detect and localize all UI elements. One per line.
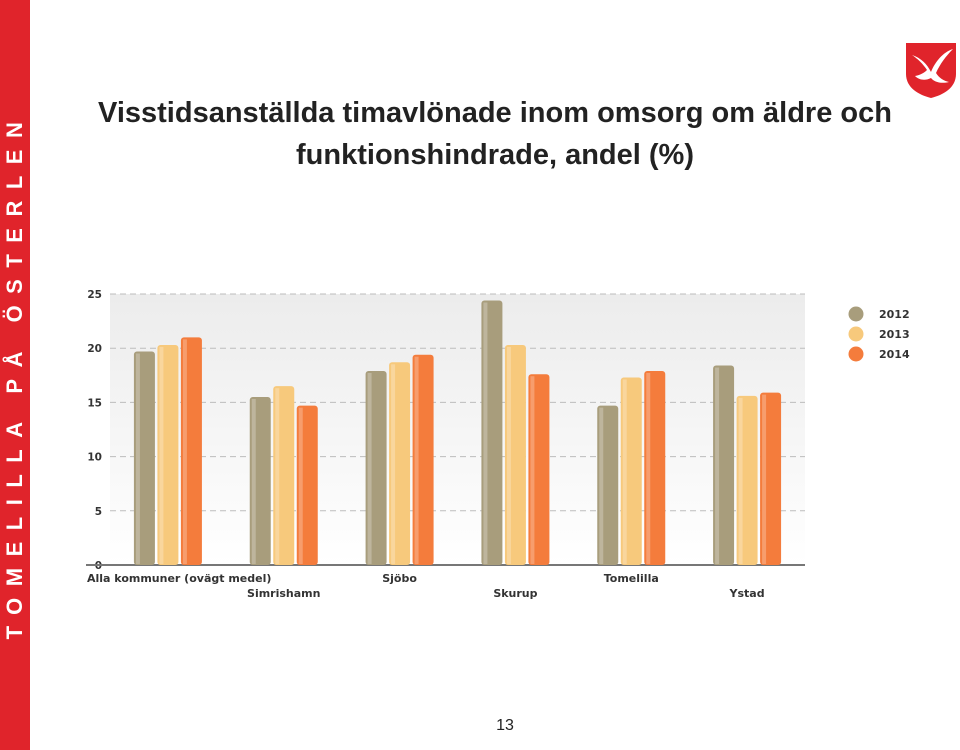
page-title: Visstidsanställda timavlönade inom omsor…	[60, 92, 930, 176]
bar	[736, 395, 758, 565]
bar	[249, 396, 271, 565]
bar-body	[713, 365, 735, 565]
bar-highlight	[367, 372, 372, 564]
bar	[296, 405, 318, 565]
y-tick-label: 25	[87, 289, 102, 301]
y-tick-label: 5	[95, 506, 102, 518]
bar	[133, 351, 155, 565]
bar-highlight	[275, 388, 280, 564]
bar-body	[504, 344, 526, 565]
bar	[644, 370, 666, 565]
x-tick-label: Skurup	[493, 587, 537, 600]
bar	[157, 344, 179, 565]
bar-highlight	[622, 379, 627, 564]
bar	[273, 386, 295, 565]
bar-highlight	[715, 367, 720, 564]
bar-body	[528, 374, 550, 565]
bar	[713, 365, 735, 565]
kite-bird-shield-icon	[906, 43, 956, 98]
bar-chart: 0510152025 Alla kommuner (ovägt medel)Si…	[86, 289, 910, 600]
bar-body	[412, 354, 434, 565]
title-line-2: funktionshindrade, andel (%)	[296, 139, 694, 171]
bar-body	[133, 351, 155, 565]
bar	[389, 362, 411, 565]
x-tick-label: Ystad	[729, 587, 765, 600]
bar	[760, 392, 782, 565]
bar-body	[481, 300, 503, 565]
y-tick-label: 20	[87, 343, 102, 355]
bar-body	[273, 386, 295, 565]
legend-item: 2012	[848, 306, 910, 322]
y-tick-label: 10	[87, 452, 102, 464]
bar-highlight	[483, 302, 488, 564]
side-band-text: TOMELILLA PÅ ÖSTERLEN	[2, 110, 27, 640]
page-number: 13	[496, 717, 514, 734]
bar	[365, 370, 387, 565]
bar-highlight	[298, 407, 303, 564]
bar-highlight	[135, 353, 140, 564]
bar-body	[760, 392, 782, 565]
bar	[620, 377, 642, 565]
bar	[504, 344, 526, 565]
bar-highlight	[599, 407, 604, 564]
bar-body	[597, 405, 619, 565]
bar	[481, 300, 503, 565]
side-band: TOMELILLA PÅ ÖSTERLEN	[0, 0, 30, 750]
legend-label: 2014	[879, 348, 910, 361]
bar-body	[296, 405, 318, 565]
bar-body	[157, 344, 179, 565]
plot-background	[110, 294, 805, 565]
bar-body	[180, 337, 202, 565]
x-tick-label: Sjöbo	[382, 572, 417, 585]
legend-label: 2012	[879, 308, 910, 321]
legend-marker	[848, 306, 864, 322]
bar-body	[365, 370, 387, 565]
x-tick-label: Alla kommuner (ovägt medel)	[87, 572, 271, 585]
bar-highlight	[506, 346, 511, 564]
bar-highlight	[159, 346, 164, 564]
bar	[528, 374, 550, 565]
y-tick-label: 15	[87, 397, 102, 409]
bar-highlight	[646, 372, 651, 564]
x-tick-label: Tomelilla	[604, 572, 659, 585]
bar-highlight	[251, 398, 256, 564]
bar-highlight	[530, 376, 535, 564]
bar-highlight	[182, 339, 187, 564]
legend-marker	[848, 326, 864, 342]
bar	[597, 405, 619, 565]
bar-highlight	[391, 364, 396, 564]
bar-body	[249, 396, 271, 565]
legend-label: 2013	[879, 328, 910, 341]
bar-highlight	[762, 394, 767, 564]
bar-body	[736, 395, 758, 565]
title-line-1: Visstidsanställda timavlönade inom omsor…	[98, 97, 892, 129]
legend-item: 2013	[848, 326, 910, 342]
bar-highlight	[414, 356, 419, 564]
bar	[412, 354, 434, 565]
legend-item: 2014	[848, 346, 910, 362]
bar-body	[389, 362, 411, 565]
bar-body	[620, 377, 642, 565]
bar-highlight	[738, 397, 743, 564]
bar	[180, 337, 202, 565]
bar-body	[644, 370, 666, 565]
x-tick-label: Simrishamn	[247, 587, 320, 600]
legend-marker	[848, 346, 864, 362]
